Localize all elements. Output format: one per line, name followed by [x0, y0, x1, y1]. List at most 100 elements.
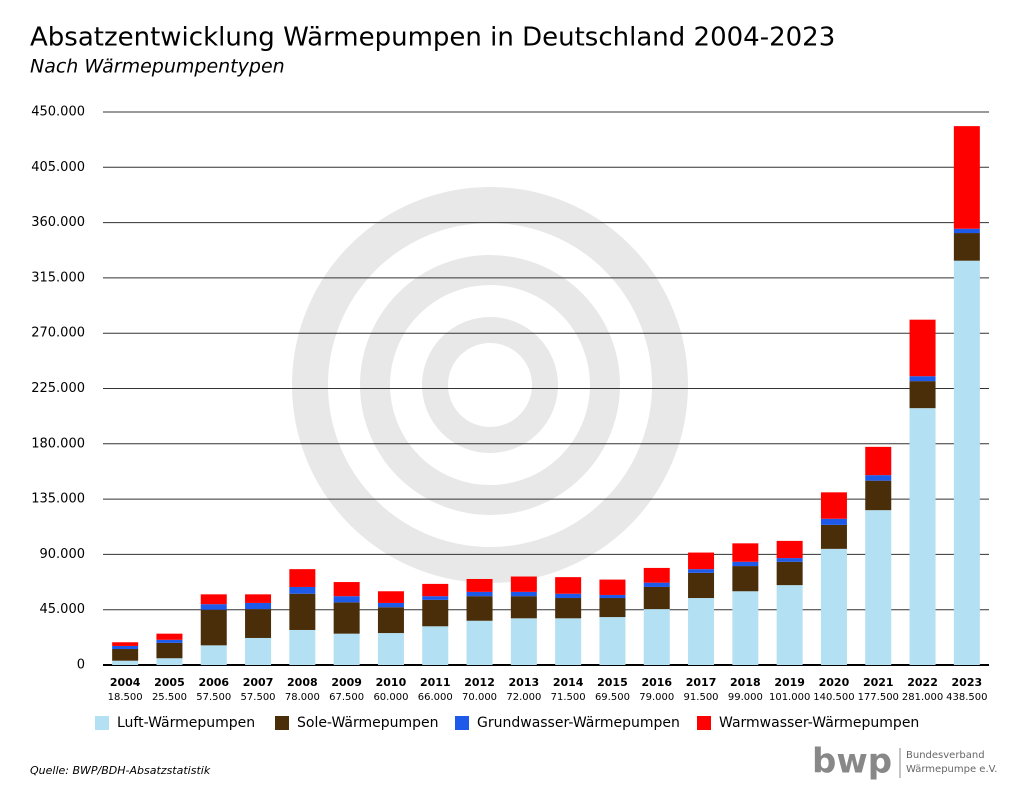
y-tick-label: 0: [77, 658, 85, 673]
bar-segment: [422, 626, 449, 665]
x-tick-label: 2005: [154, 676, 185, 689]
bar-segment: [643, 582, 670, 587]
legend-swatch: [95, 716, 109, 730]
total-label: 91.500: [684, 692, 719, 703]
y-tick-label: 450.000: [31, 105, 85, 120]
bar-segment: [732, 543, 759, 562]
bar-segment: [688, 572, 715, 599]
logo-line: Wärmepumpe e.V.: [906, 764, 997, 775]
total-label: 140.500: [813, 692, 854, 703]
bar-segment: [156, 639, 183, 643]
bar-segment: [112, 642, 139, 646]
bar-segment: [820, 518, 847, 525]
total-label: 79.000: [639, 692, 674, 703]
x-tick-label: 2010: [376, 676, 407, 689]
x-tick-label: 2023: [952, 676, 983, 689]
total-label: 69.500: [595, 692, 630, 703]
x-tick-label: 2006: [198, 676, 229, 689]
total-label: 99.000: [728, 692, 763, 703]
bar-segment: [865, 480, 892, 511]
bar-segment: [555, 577, 582, 594]
y-tick-label: 405.000: [31, 160, 85, 175]
bar-segment: [865, 475, 892, 481]
bar-segment: [112, 645, 139, 650]
bar-segment: [555, 593, 582, 599]
bar-segment: [820, 548, 847, 665]
total-label: 67.500: [329, 692, 364, 703]
bar-segment: [200, 609, 227, 646]
bar-segment: [466, 620, 493, 665]
legend-label: Sole-Wärmepumpen: [297, 715, 439, 731]
bar-segment: [466, 578, 493, 592]
bar-segment: [377, 633, 404, 665]
bar-segment: [289, 593, 316, 630]
chart-title: Absatzentwicklung Wärmepumpen in Deutsch…: [30, 23, 835, 53]
bar-segment: [865, 510, 892, 665]
bar-segment: [422, 583, 449, 597]
bar-segment: [776, 561, 803, 586]
bar-segment: [333, 602, 360, 634]
source: Quelle: BWP/BDH-Absatzstatistik: [30, 764, 211, 777]
bar-segment: [510, 576, 537, 592]
bar-segment: [688, 552, 715, 570]
x-tick-label: 2022: [907, 676, 938, 689]
bar-segment: [112, 649, 139, 661]
bar-segment: [510, 596, 537, 619]
total-label: 60.000: [373, 692, 408, 703]
total-label: 25.500: [152, 692, 187, 703]
x-tick-label: 2013: [509, 676, 540, 689]
x-tick-label: 2008: [287, 676, 318, 689]
x-tick-label: 2018: [730, 676, 761, 689]
legend-label: Luft-Wärmepumpen: [117, 715, 255, 731]
legend-label: Grundwasser-Wärmepumpen: [477, 715, 680, 731]
chart-subtitle: Nach Wärmepumpentypen: [30, 56, 285, 78]
bar-segment: [156, 642, 183, 659]
bar-segment: [688, 569, 715, 573]
bar-segment: [333, 633, 360, 665]
y-tick-label: 360.000: [31, 215, 85, 230]
y-tick-label: 315.000: [31, 270, 85, 285]
y-tick-label: 270.000: [31, 326, 85, 341]
x-tick-label: 2020: [819, 676, 850, 689]
legend-swatch: [455, 716, 469, 730]
bar-segment: [245, 602, 272, 610]
bar-segment: [953, 228, 980, 234]
bar-segment: [245, 609, 272, 638]
bar-segment: [599, 579, 626, 595]
bar-segment: [377, 591, 404, 603]
total-label: 57.500: [241, 692, 276, 703]
total-label: 70.000: [462, 692, 497, 703]
bar-segment: [289, 586, 316, 594]
bar-segment: [466, 596, 493, 621]
bar-segment: [112, 660, 139, 665]
bar-segment: [688, 598, 715, 665]
x-tick-label: 2004: [110, 676, 141, 689]
bar-segment: [909, 376, 936, 382]
bar-segment: [909, 381, 936, 409]
total-label: 281.000: [902, 692, 943, 703]
bar-segment: [510, 591, 537, 597]
total-label: 66.000: [418, 692, 453, 703]
total-label: 57.500: [196, 692, 231, 703]
bar-segment: [510, 618, 537, 665]
total-label: 438.500: [946, 692, 987, 703]
bar-segment: [732, 561, 759, 567]
x-tick-label: 2009: [331, 676, 362, 689]
bar-segment: [289, 569, 316, 587]
bar-segment: [953, 126, 980, 229]
legend-swatch: [275, 716, 289, 730]
bar-segment: [245, 594, 272, 603]
bar-segment: [599, 598, 626, 618]
x-tick-label: 2014: [553, 676, 584, 689]
bar-segment: [333, 582, 360, 597]
bar-segment: [820, 492, 847, 519]
y-tick-label: 45.000: [40, 602, 86, 617]
y-tick-label: 180.000: [31, 436, 85, 451]
bar-segment: [466, 591, 493, 597]
bar-segment: [289, 629, 316, 665]
bar-segment: [599, 617, 626, 665]
x-tick-label: 2021: [863, 676, 894, 689]
bar-segment: [776, 585, 803, 665]
logo: bwp: [812, 742, 892, 782]
